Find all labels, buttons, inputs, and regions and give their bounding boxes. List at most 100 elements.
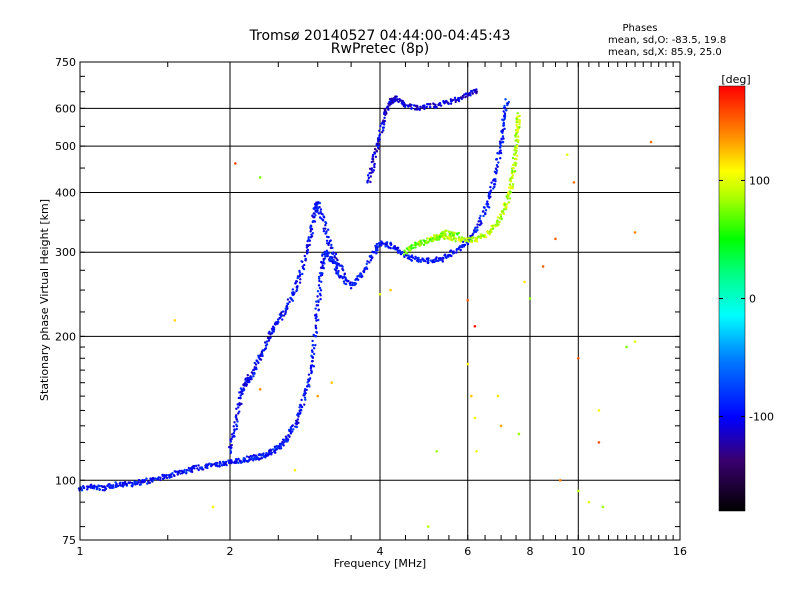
trace-point (333, 256, 336, 259)
trace-point (377, 142, 380, 145)
scatter-point (435, 449, 439, 453)
trace-point (271, 448, 275, 451)
trace-point (508, 183, 512, 186)
trace-point (238, 401, 241, 405)
trace-point (300, 398, 303, 402)
trace-point (507, 194, 510, 197)
trace-point (196, 467, 199, 470)
trace-point (142, 480, 145, 484)
trace-point (252, 368, 256, 371)
trace-point (242, 457, 245, 460)
trace-point (119, 484, 123, 487)
trace-point (308, 243, 311, 247)
trace-point (488, 206, 491, 209)
trace-point (137, 481, 140, 484)
trace-point (275, 444, 279, 448)
trace-point (329, 255, 333, 259)
trace-point (321, 254, 324, 257)
trace-point (468, 237, 471, 240)
trace-point (463, 93, 466, 96)
scatter-point (601, 505, 605, 509)
trace-point (277, 445, 281, 448)
trace-point (251, 457, 254, 460)
trace-point (218, 465, 221, 468)
trace-point (450, 239, 454, 242)
x-tick-label: 1 (77, 545, 84, 558)
trace-point (145, 477, 148, 480)
trace-point (314, 326, 318, 329)
trace-point (302, 263, 306, 267)
x-axis-label: Frequency [MHz] (334, 557, 426, 570)
trace-point (382, 126, 386, 129)
trace-point (319, 289, 323, 292)
trace-point (415, 105, 419, 109)
trace-point (499, 151, 503, 155)
scatter-point (234, 162, 237, 165)
trace-point (235, 427, 238, 431)
trace-point (496, 219, 499, 222)
trace-point (309, 224, 313, 227)
trace-point (505, 203, 509, 206)
trace-point (449, 249, 453, 252)
trace-point (380, 131, 384, 134)
trace-point (247, 456, 251, 459)
trace-point (286, 438, 290, 441)
trace-point (460, 245, 464, 249)
trace-point (424, 259, 427, 263)
scatter-point (496, 394, 500, 398)
trace-point (396, 251, 400, 254)
trace-point (428, 239, 431, 243)
trace-point (121, 485, 125, 488)
phases-legend-title: Phases (622, 23, 657, 34)
trace-point (205, 466, 209, 469)
trace-point (403, 249, 406, 252)
trace-point (441, 260, 445, 263)
scatter-point (499, 424, 503, 428)
trace-point (322, 229, 326, 233)
trace-point (292, 428, 295, 431)
trace-point (303, 396, 307, 399)
trace-point (378, 129, 381, 133)
trace-point (310, 369, 313, 372)
trace-point (422, 243, 426, 247)
trace-point (352, 282, 356, 285)
trace-point (501, 128, 504, 132)
trace-point (370, 168, 373, 172)
trace-point (310, 354, 313, 358)
trace-point (243, 382, 247, 385)
trace-point (410, 259, 413, 262)
trace-point (402, 253, 406, 256)
trace-point (316, 295, 319, 298)
trace-point (449, 237, 452, 240)
trace-point (306, 244, 310, 248)
trace-point (291, 430, 294, 433)
trace-point (306, 248, 310, 252)
scatter-point (558, 478, 562, 482)
trace-point (252, 454, 256, 457)
trace-point (511, 156, 515, 160)
trace-point (518, 114, 521, 118)
trace-point (448, 234, 452, 237)
trace-point (281, 318, 284, 321)
trace-point (372, 251, 376, 254)
trace-point (497, 161, 500, 164)
scatter-point (625, 345, 628, 349)
trace-point (232, 425, 235, 428)
trace-point (455, 247, 459, 251)
trace-point (390, 97, 394, 100)
trace-point (224, 460, 228, 464)
x-tick-label: 4 (377, 545, 384, 558)
scatter-point (576, 489, 580, 493)
trace-point (286, 298, 290, 301)
trace-point (161, 473, 164, 477)
trace-point (324, 227, 327, 230)
trace-point (344, 276, 347, 279)
trace-point (501, 140, 505, 144)
trace-point (371, 170, 374, 174)
trace-point (505, 109, 508, 112)
trace-point (193, 467, 196, 470)
trace-point (318, 201, 322, 205)
trace-point (405, 254, 409, 257)
trace-point (438, 238, 441, 241)
trace-point (147, 480, 150, 483)
